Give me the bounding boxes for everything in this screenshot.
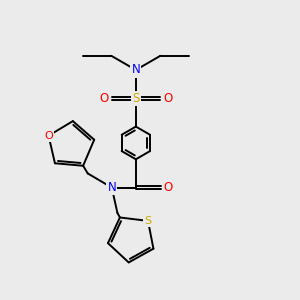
Text: S: S xyxy=(132,92,140,105)
Text: O: O xyxy=(99,92,109,105)
Text: N: N xyxy=(107,181,116,194)
Text: N: N xyxy=(131,64,140,76)
Text: O: O xyxy=(163,92,172,105)
Text: S: S xyxy=(144,216,152,226)
Text: O: O xyxy=(44,131,53,141)
Text: O: O xyxy=(164,181,173,194)
